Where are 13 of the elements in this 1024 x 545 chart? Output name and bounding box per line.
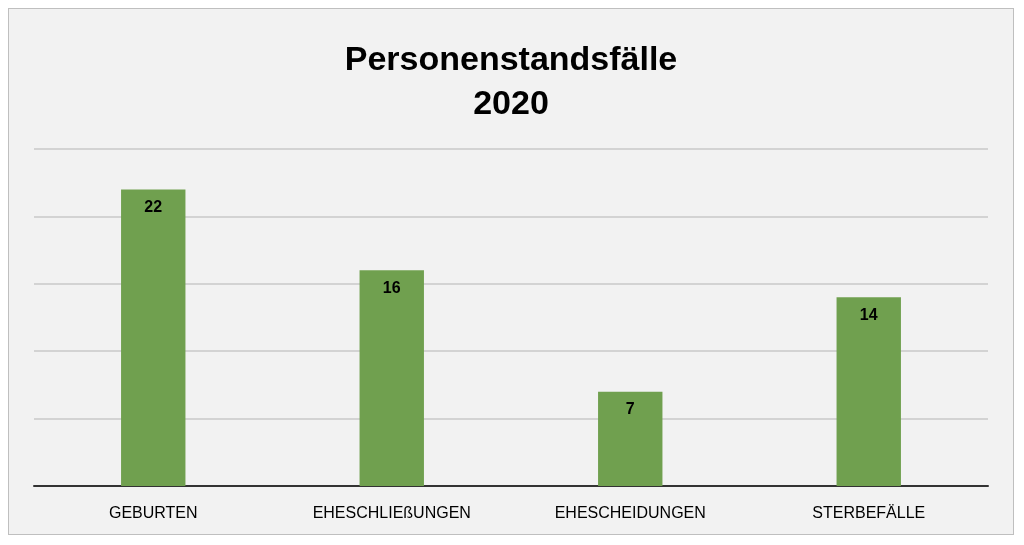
bar [836,297,901,486]
chart-title: Personenstandsfälle 2020 [344,39,678,121]
data-label: 7 [625,400,635,418]
data-label: 22 [144,197,163,215]
x-tick-label: EHESCHLIEßUNGEN [312,503,471,521]
bar [359,270,424,486]
bar [121,189,186,486]
x-tick-label: EHESCHEIDUNGEN [554,503,706,521]
bar [598,391,663,486]
x-tick-label: STERBEFÄLLE [812,503,926,521]
data-label: 14 [859,305,878,323]
x-tick-label: GEBURTEN [108,503,198,521]
data-label: 16 [382,278,401,296]
